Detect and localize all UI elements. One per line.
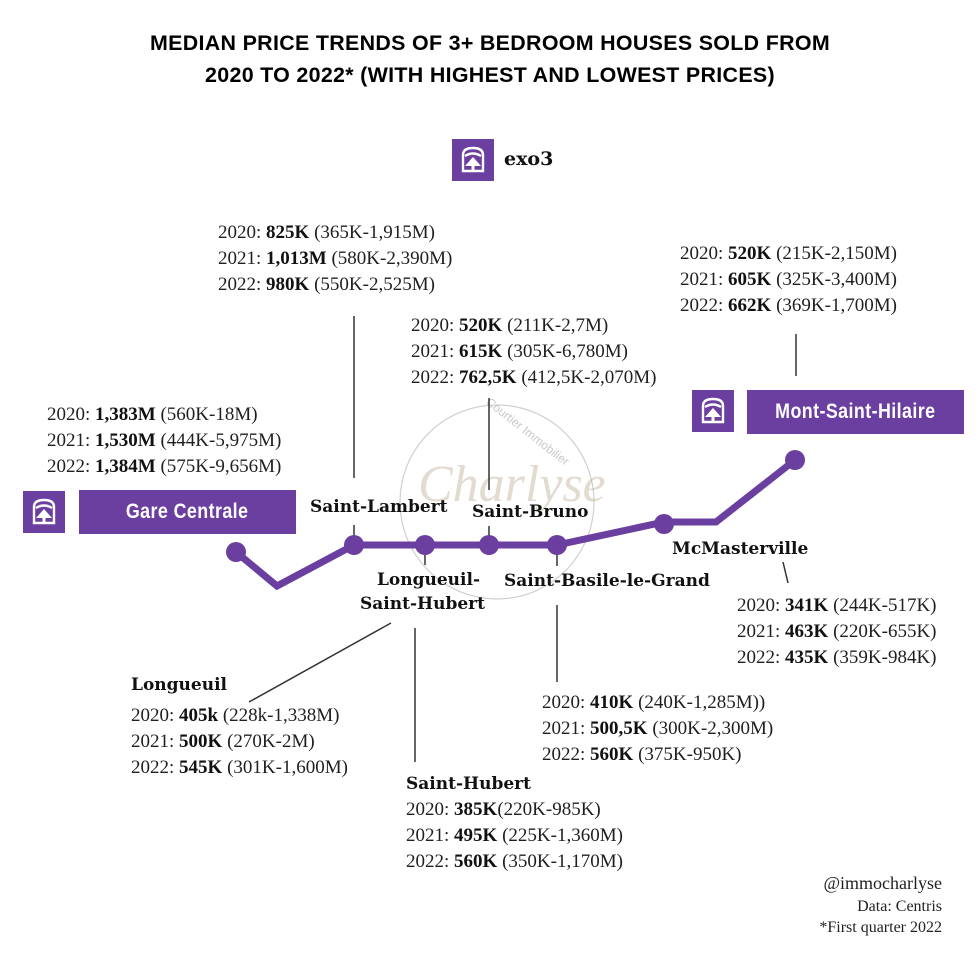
terminus-gare-centrale: Gare Centrale — [79, 490, 296, 534]
price-row: 2020: 341K (244K-517K) — [737, 595, 937, 616]
mont-saint-hilaire-logo — [692, 390, 734, 432]
price-row: 2021: 495K (225K-1,360M) — [406, 825, 623, 846]
footer-note: *First quarter 2022 — [819, 919, 942, 936]
price-row: 2021: 500,5K (300K-2,300M) — [542, 718, 774, 739]
station-saint-bruno: Saint-Bruno — [472, 502, 589, 522]
price-row: 2020: 385K(220K-985K) — [406, 799, 601, 820]
price-row: 2020: 410K (240K-1,285M)) — [542, 692, 766, 713]
price-row: 2021: 615K (305K-6,780M) — [411, 341, 628, 362]
terminus-mont-saint-hilaire: Mont-Saint-Hilaire — [747, 390, 964, 434]
station-dots — [226, 450, 805, 562]
footer-handle: @immocharlyse — [823, 873, 942, 893]
station-dot-gare-centrale — [226, 542, 246, 562]
watermark-brand: Charlyse — [418, 456, 606, 513]
station-dot-saint-basile — [547, 535, 567, 555]
station-longueuil-saint-hubert: Longueuil- Saint-Hubert — [360, 568, 485, 616]
area-longueuil: Longueuil — [131, 675, 227, 695]
price-row: 2022: 435K (359K-984K) — [737, 647, 937, 668]
price-row: 2020: 405k (228k-1,338M) — [131, 705, 340, 726]
price-row: 2020: 1,383M (560K-18M) — [47, 404, 258, 425]
station-longueuil-saint-hubert-line1: Longueuil- — [376, 570, 480, 590]
exo-train-logo-icon — [32, 498, 56, 525]
price-row: 2022: 560K (350K-1,170M) — [406, 851, 623, 872]
price-row: 2021: 500K (270K-2M) — [131, 731, 315, 752]
price-row: 2020: 520K (215K-2,150M) — [680, 243, 897, 264]
chart-title: MEDIAN PRICE TRENDS OF 3+ BEDROOM HOUSES… — [0, 28, 980, 92]
leader-lines — [248, 316, 797, 762]
station-dot-mont-saint-hilaire — [785, 450, 805, 470]
station-dot-saint-bruno — [479, 535, 499, 555]
exo-train-logo-icon — [461, 146, 485, 173]
price-row: 2021: 605K (325K-3,400M) — [680, 269, 897, 290]
station-dot-mcmasterville — [654, 514, 674, 534]
price-row: 2020: 520K (211K-2,7M) — [411, 315, 609, 336]
prices-saint-basile-le-grand: 2020: 410K (240K-1,285M)) 2021: 500,5K (… — [542, 690, 773, 768]
price-row: 2022: 1,384M (575K-9,656M) — [47, 456, 282, 477]
prices-longueuil: 2020: 405k (228k-1,338M) 2021: 500K (270… — [131, 703, 348, 781]
gare-centrale-logo — [23, 491, 65, 533]
prices-saint-hubert: 2020: 385K(220K-985K) 2021: 495K (225K-1… — [406, 797, 623, 875]
price-row: 2022: 980K (550K-2,525M) — [218, 274, 435, 295]
station-saint-lambert: Saint-Lambert — [310, 497, 448, 517]
station-longueuil-saint-hubert-line2: Saint-Hubert — [360, 594, 485, 614]
exo-logo — [452, 139, 494, 181]
prices-mont-saint-hilaire: 2020: 520K (215K-2,150M) 2021: 605K (325… — [680, 241, 897, 319]
price-row: 2021: 1,013M (580K-2,390M) — [218, 248, 453, 269]
price-row: 2022: 762,5K (412,5K-2,070M) — [411, 367, 657, 388]
prices-saint-bruno: 2020: 520K (211K-2,7M) 2021: 615K (305K-… — [411, 313, 656, 391]
price-row: 2021: 1,530M (444K-5,975M) — [47, 430, 282, 451]
footer-source: Data: Centris — [857, 898, 942, 915]
exo-train-logo-icon — [701, 397, 725, 424]
title-line-1: MEDIAN PRICE TRENDS OF 3+ BEDROOM HOUSES… — [150, 32, 830, 55]
terminus-gare-centrale-label: Gare Centrale — [126, 500, 249, 523]
terminus-mont-saint-hilaire-label: Mont-Saint-Hilaire — [775, 400, 936, 423]
area-saint-hubert: Saint-Hubert — [406, 774, 531, 794]
price-row: 2022: 560K (375K-950K) — [542, 744, 742, 765]
title-line-2: 2020 TO 2022* (WITH HIGHEST AND LOWEST P… — [205, 64, 775, 87]
prices-gare-centrale: 2020: 1,383M (560K-18M) 2021: 1,530M (44… — [47, 402, 281, 480]
line-name: exo3 — [504, 148, 554, 170]
station-mcmasterville: McMasterville — [672, 539, 809, 559]
station-saint-basile-le-grand: Saint-Basile-le-Grand — [504, 571, 710, 591]
price-row: 2022: 662K (369K-1,700M) — [680, 295, 897, 316]
station-dot-saint-lambert — [344, 535, 364, 555]
prices-mcmasterville: 2020: 341K (244K-517K) 2021: 463K (220K-… — [737, 593, 937, 671]
price-row: 2022: 545K (301K-1,600M) — [131, 757, 348, 778]
station-dot-longueuil-saint-hubert — [415, 535, 435, 555]
price-row: 2020: 825K (365K-1,915M) — [218, 222, 435, 243]
prices-saint-lambert: 2020: 825K (365K-1,915M) 2021: 1,013M (5… — [218, 220, 452, 298]
price-row: 2021: 463K (220K-655K) — [737, 621, 937, 642]
